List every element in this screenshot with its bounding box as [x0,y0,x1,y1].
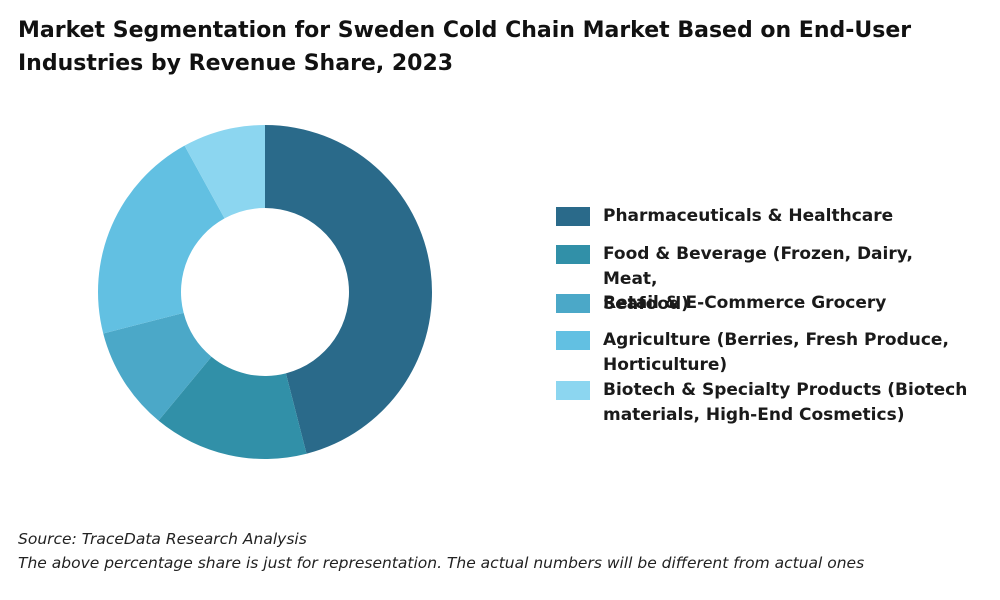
legend-label: Agriculture (Berries, Fresh Produce, Hort… [603,330,949,375]
legend-label: Retail & E-Commerce Grocery [603,293,887,313]
legend-item-retail-ecommerce: Retail & E-Commerce Grocery [556,291,976,316]
chart-footer: Source: TraceData Research Analysis The … [18,527,864,575]
legend-swatch [556,294,590,313]
chart-title-line-2: Industries by Revenue Share, 2023 [18,51,454,76]
legend-item-agriculture: Agriculture (Berries, Fresh Produce, Hort… [556,328,976,378]
legend-label: Food & Beverage (Frozen, Dairy, Meat, Sea… [603,244,913,314]
legend-swatch [556,331,590,350]
source-note: Source: TraceData Research Analysis [18,530,307,548]
legend-item-food-beverage: Food & Beverage (Frozen, Dairy, Meat, Sea… [556,242,976,317]
legend-swatch [556,381,590,400]
donut-slice-pharmaceuticals [265,125,433,454]
legend-swatch [556,245,590,264]
donut-slice-food-beverage [158,356,307,459]
donut-slice-agriculture [97,145,225,334]
legend-label: Biotech & Specialty Products (Biotech mat… [603,380,968,425]
chart-title: Market Segmentation for Sweden Cold Chai… [18,14,918,80]
legend-label: Pharmaceuticals & Healthcare [603,206,894,226]
disclaimer-note: The above percentage share is just for r… [18,554,865,572]
legend-item-biotech-specialty: Biotech & Specialty Products (Biotech mat… [556,378,976,428]
chart-title-line-1: Market Segmentation for Sweden Cold Chai… [18,18,912,43]
donut-slice-retail-ecommerce [103,312,212,421]
legend-swatch [556,207,590,226]
donut-slice-biotech-specialty [184,125,265,219]
legend-item-pharmaceuticals: Pharmaceuticals & Healthcare [556,204,976,229]
donut-chart [97,125,433,459]
